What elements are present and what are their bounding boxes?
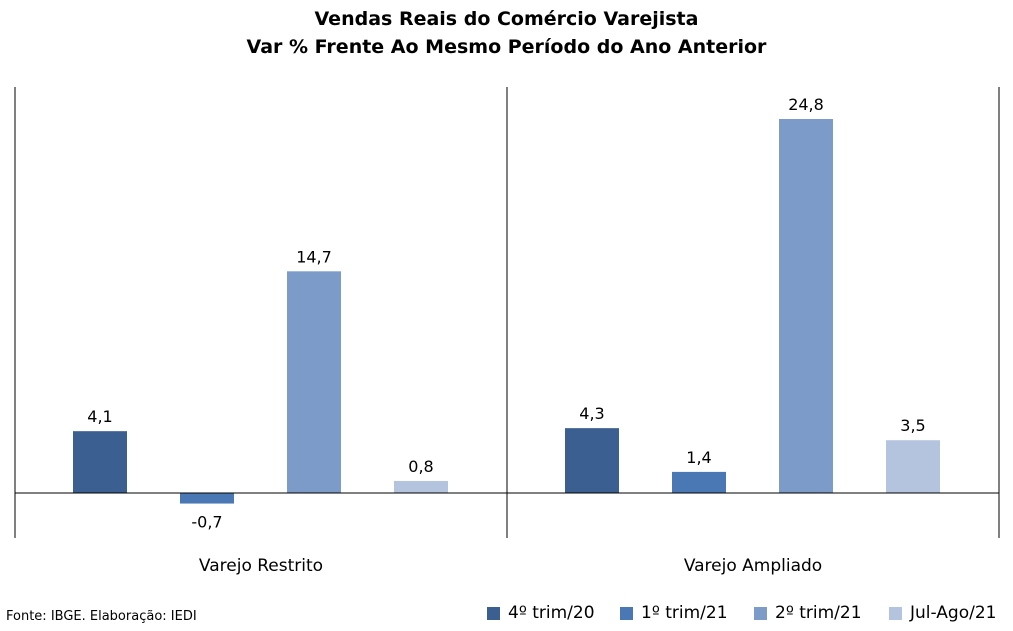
bar [672, 471, 726, 493]
bar [394, 480, 448, 493]
legend-swatch [487, 606, 500, 620]
category-label: Varejo Restrito [199, 556, 323, 576]
data-label: 4,1 [87, 407, 112, 426]
data-label: 0,8 [408, 457, 433, 476]
bar [180, 493, 234, 504]
bar [287, 271, 341, 493]
data-label: 3,5 [900, 416, 925, 435]
data-label: 24,8 [788, 95, 824, 114]
legend-swatch [754, 606, 767, 620]
legend-swatch [620, 606, 633, 620]
bar-chart: 4,1 -0,7 14,7 0,8 Varejo Restrito 4,3 1,4 24,8 3… [14, 87, 1000, 576]
chart-title: Vendas Reais do Comércio Varejista [314, 8, 699, 30]
category-label: Varejo Ampliado [684, 556, 822, 576]
bar [565, 428, 619, 493]
chart-subtitle: Var % Frente Ao Mesmo Período do Ano Ant… [246, 36, 767, 58]
bar [73, 431, 127, 493]
legend-swatch [889, 606, 902, 620]
legend-item: 2º trim/21 [754, 600, 862, 626]
legend-label: 1º trim/21 [641, 603, 728, 623]
bar [779, 119, 833, 493]
legend-label: Jul-Ago/21 [910, 603, 997, 623]
bar [886, 440, 940, 493]
legend-label: 4º trim/20 [508, 603, 595, 623]
legend-item: Jul-Ago/21 [889, 600, 996, 626]
legend-item: 1º trim/21 [620, 600, 728, 626]
data-label: 14,7 [296, 247, 332, 266]
legend-item: 4º trim/20 [487, 600, 595, 626]
legend-label: 2º trim/21 [775, 603, 862, 623]
data-label: 4,3 [579, 404, 604, 423]
data-label: -0,7 [191, 513, 222, 532]
data-label: 1,4 [686, 448, 711, 467]
source-note: Fonte: IBGE. Elaboração: IEDI [6, 609, 197, 624]
